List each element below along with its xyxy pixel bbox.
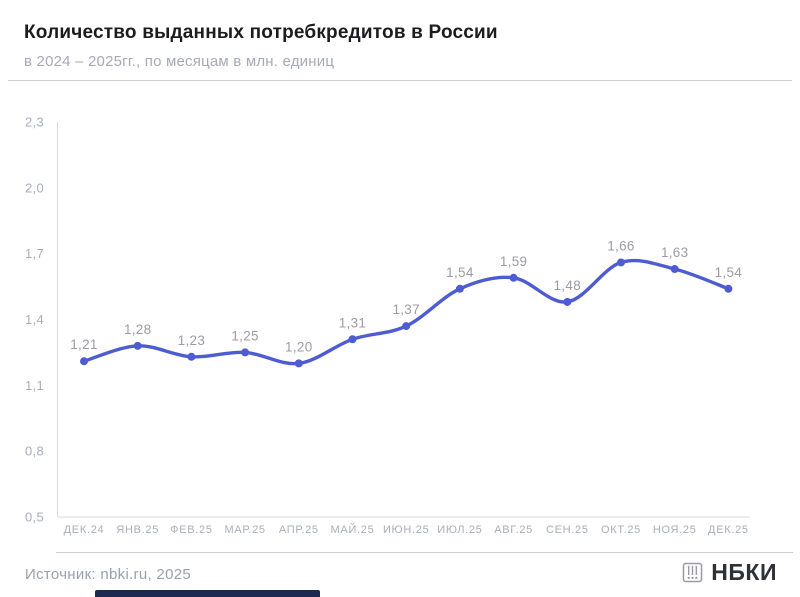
x-tick-label: СЕН.25 (546, 524, 589, 536)
data-point-label: 1,54 (446, 265, 474, 280)
data-point-label: 1,66 (607, 238, 634, 253)
data-point-label: 1,37 (392, 302, 419, 317)
footer-divider (56, 552, 793, 553)
x-tick-label: ЯНВ.25 (116, 524, 159, 536)
data-point-label: 1,25 (231, 328, 258, 343)
x-tick-label: ДЕК.25 (708, 524, 749, 536)
data-point-marker (563, 297, 572, 306)
y-tick-label: 0,8 (25, 444, 44, 459)
data-point-marker (509, 273, 518, 282)
data-point-marker (724, 284, 733, 293)
data-point-label: 1,23 (178, 333, 205, 348)
data-point-marker (187, 352, 196, 361)
x-tick-label: ДЕК.24 (64, 524, 105, 536)
logo-text: НБКИ (711, 559, 777, 585)
x-tick-label: ИЮЛ.25 (437, 524, 482, 536)
data-point-marker (670, 265, 679, 274)
x-tick-label: МАР.25 (224, 524, 265, 536)
data-point-label: 1,28 (124, 322, 151, 337)
data-point-labels: 1,21 1,28 1,23 1,25 1,20 1,31 1,37 1,54 1,59 1,48… (70, 238, 742, 354)
data-point-label: 1,59 (500, 254, 527, 269)
data-point-marker (455, 284, 464, 293)
x-tick-label: НОЯ.25 (653, 524, 697, 536)
chart-header: Количество выданных потребкредитов в Рос… (24, 22, 776, 70)
data-point-label: 1,21 (70, 337, 97, 352)
x-tick-label: ИЮН.25 (383, 524, 429, 536)
data-point-marker (348, 335, 357, 344)
data-point-marker (133, 341, 142, 350)
data-point-marker (617, 258, 625, 267)
data-point-label: 1,54 (715, 265, 743, 280)
data-point-label: 1,31 (339, 315, 366, 330)
source-text: Источник: nbki.ru, 2025 (25, 566, 191, 583)
x-tick-label: МАЙ.25 (331, 523, 375, 536)
data-point-marker (80, 357, 88, 366)
page-title: Количество выданных потребкредитов в Рос… (24, 22, 498, 43)
y-axis-tick-labels: 2,3 2,0 1,7 1,4 1,1 0,8 0,5 (25, 115, 44, 525)
x-tick-label: АПР.25 (279, 524, 319, 536)
header-divider (8, 80, 792, 81)
x-tick-label: ФЕВ.25 (170, 524, 213, 536)
chart-subtitle: в 2024 – 2025гг., по месяцам в млн. един… (24, 53, 335, 70)
data-point-label: 1,63 (661, 245, 688, 260)
x-axis-tick-labels: ДЕК.24 ЯНВ.25 ФЕВ.25 МАР.25 АПР.25 МАЙ.25 ИЮН.… (64, 523, 749, 536)
data-point-marker (294, 359, 303, 368)
x-tick-label: ОКТ.25 (601, 524, 641, 536)
y-tick-label: 2,3 (25, 115, 44, 130)
data-point-marker (402, 322, 411, 331)
nbki-logo: НБКИ (681, 559, 777, 586)
y-tick-label: 2,0 (25, 180, 44, 195)
data-series (80, 258, 733, 368)
y-tick-label: 0,5 (25, 510, 44, 525)
y-tick-label: 1,1 (25, 378, 44, 393)
chart-axes (57, 122, 750, 518)
data-point-label: 1,20 (285, 339, 312, 354)
bottom-accent-bar (95, 590, 320, 597)
data-point-label: 1,48 (554, 278, 581, 293)
data-point-marker (241, 348, 250, 357)
y-tick-label: 1,7 (25, 246, 44, 261)
abacus-icon (681, 561, 704, 584)
x-tick-label: АВГ.25 (494, 524, 533, 536)
y-tick-label: 1,4 (25, 312, 44, 327)
